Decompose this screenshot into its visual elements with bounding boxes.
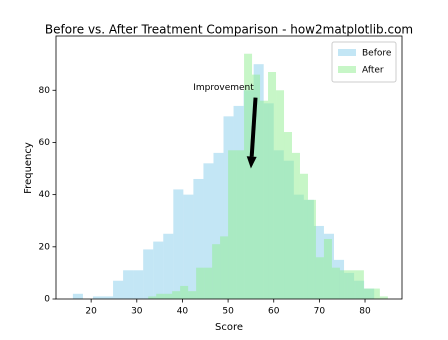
histogram-bar <box>183 194 194 299</box>
histogram-bar <box>244 53 253 299</box>
y-tick-label: 20 <box>39 242 51 252</box>
histogram-bar <box>148 296 157 299</box>
histogram-bar <box>252 74 261 299</box>
histogram-bar <box>180 285 189 299</box>
legend-label: After <box>362 66 384 76</box>
y-tick-label: 60 <box>39 138 51 148</box>
histogram-bar <box>172 291 181 299</box>
histogram-bar <box>339 270 348 299</box>
chart-title: Before vs. After Treatment Comparison - … <box>45 23 413 37</box>
x-axis-label: Score <box>215 322 243 333</box>
y-axis-label: Frequency <box>23 142 34 194</box>
histogram-bar <box>72 293 83 299</box>
y-tick-label: 0 <box>44 295 50 305</box>
histogram-bar <box>260 100 269 299</box>
histogram-bar <box>363 288 372 299</box>
histogram-bar <box>355 270 364 299</box>
histogram-bar <box>291 152 300 299</box>
x-tick-label: 70 <box>314 307 326 317</box>
y-tick-label: 80 <box>39 86 51 96</box>
histogram-bar <box>153 241 164 299</box>
legend-swatch <box>338 49 356 56</box>
histogram-bar <box>193 178 204 299</box>
histogram-bar <box>164 293 173 299</box>
histogram-bar <box>173 189 184 299</box>
histogram-bar <box>156 293 165 299</box>
histogram-bar <box>268 72 277 299</box>
histogram-bar <box>204 267 213 299</box>
histogram-bar <box>203 163 214 299</box>
x-tick-label: 40 <box>177 307 189 317</box>
histogram-bar <box>163 233 174 299</box>
histogram-bar <box>315 257 324 299</box>
histogram-bar <box>103 296 114 299</box>
histogram-bar <box>188 291 197 299</box>
histogram-bar <box>236 150 245 299</box>
annotation-text: Improvement <box>193 83 254 93</box>
histogram-bar <box>284 132 292 299</box>
histogram-bar <box>113 280 124 299</box>
y-tick-label: 40 <box>39 190 51 200</box>
histogram-bar <box>323 238 332 299</box>
histogram-bar <box>371 288 380 299</box>
histogram-bar <box>299 173 308 299</box>
x-tick-label: 60 <box>268 307 280 317</box>
histogram-bar <box>133 270 144 299</box>
x-tick-label: 20 <box>85 307 97 317</box>
plot-frame <box>55 35 403 300</box>
x-tick-label: 80 <box>359 307 371 317</box>
histogram-bar <box>347 270 356 299</box>
histogram-bar <box>92 296 104 299</box>
x-tick-label: 50 <box>222 307 234 317</box>
histogram-bar <box>228 150 237 299</box>
histogram-bar <box>331 267 340 299</box>
histogram-bar <box>379 296 388 299</box>
annotation-arrow-head <box>246 156 257 169</box>
histogram-bar <box>143 249 154 299</box>
legend-swatch <box>338 66 356 73</box>
histogram-bar <box>196 267 205 299</box>
histogram-bar <box>220 236 229 299</box>
histogram-bar <box>213 152 224 299</box>
histogram-bar <box>307 199 316 299</box>
histogram-bar <box>212 244 221 299</box>
histogram-bar <box>276 90 285 300</box>
x-tick-label: 30 <box>131 307 143 317</box>
histogram-bar <box>123 270 134 299</box>
legend-label: Before <box>362 49 392 59</box>
annotation-arrow-shaft <box>249 97 258 157</box>
